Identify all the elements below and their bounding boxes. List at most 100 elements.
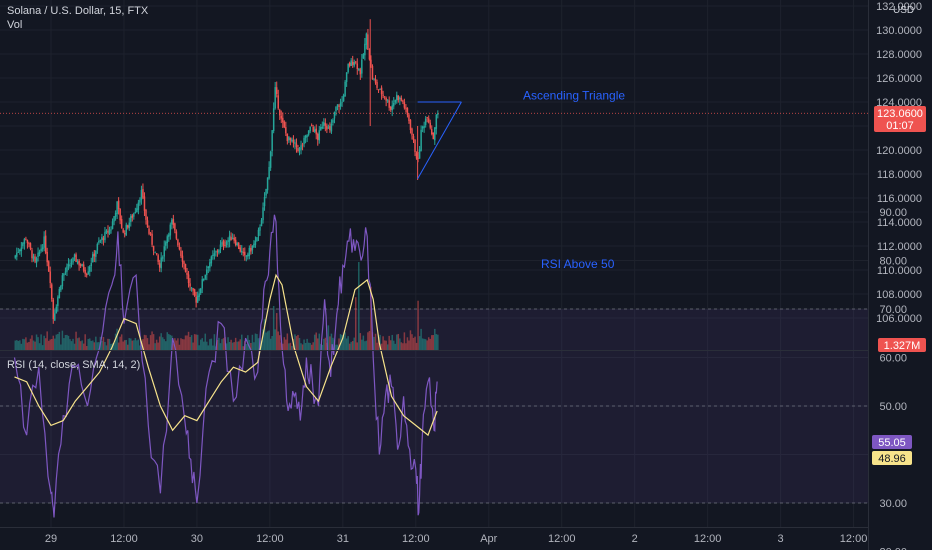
candle-body [365,33,368,45]
volume-bar [212,345,214,350]
candle-body [201,279,203,289]
candle-body [257,229,260,237]
ascending-triangle-drawing[interactable] [417,101,462,180]
volume-bar [288,343,290,350]
candle-body [99,240,102,242]
candle-body [382,94,384,96]
volume-bar [332,337,334,350]
volume-bar [327,325,330,350]
volume-bar [317,338,319,350]
ascending-triangle-label[interactable]: Ascending Triangle [523,89,625,103]
candle-body [351,61,354,65]
volume-bar [268,330,270,350]
candle-body [228,235,231,242]
volume-bar [113,343,115,350]
candle-body [16,252,18,257]
volume-bar [89,338,91,350]
volume-bar [359,333,362,350]
candle-body [275,87,278,94]
volume-bar [95,336,97,350]
rsi-ma-badge-value: 48.96 [878,453,906,465]
volume-bar [73,343,76,350]
price-tick-label: 112.0000 [877,241,922,253]
symbol-legend[interactable]: Solana / U.S. Dollar, 15, FTX [7,5,149,17]
volume-bar [155,339,158,350]
candle-body [301,144,304,146]
volume-bar [218,337,220,350]
rsi-above-50-label[interactable]: RSI Above 50 [541,257,615,271]
candle-body [294,142,296,144]
candle-body [376,82,378,88]
volume-bar [31,335,33,350]
volume-bar [137,339,140,350]
candle-body [125,224,127,236]
candle-body [172,218,175,225]
volume-bar [70,341,73,350]
candle-body [209,262,211,268]
volume-bar [257,338,260,350]
candle-body [143,196,146,211]
candle-body [227,240,229,243]
volume-bar [160,333,162,350]
volume-bar [315,332,317,350]
candle-body [361,59,363,74]
candle-body [239,247,241,252]
candle-body [437,113,439,115]
candle-body [423,125,425,128]
volume-bar [19,340,21,350]
volume-bar [318,333,321,350]
volume-bar [307,342,310,350]
candle-body [271,130,273,151]
candle-body [117,200,120,209]
volume-bar [374,333,377,350]
volume-bar [380,343,383,350]
candle-body [204,274,207,279]
price-tick-label: 106.0000 [876,313,922,325]
volume-bar [231,342,234,350]
time-axis[interactable]: 29 12:00 30 12:00 31 12:00 Apr 12:00 2 12:00 3 12:0… [45,533,867,545]
candle-body [41,247,44,250]
volume-legend[interactable]: Vol [7,19,23,31]
volume-bar [130,338,132,350]
volume-bar [397,333,400,350]
currency-label[interactable]: USD [893,5,915,16]
candle-body [186,272,188,275]
volume-bar [350,341,352,350]
candle-body [389,106,392,110]
volume-bar [426,340,428,350]
candle-body [40,248,42,252]
candle-body [359,69,362,75]
time-tick-label: 2 [632,533,638,545]
rsi-legend[interactable]: RSI (14, close, SMA, 14, 2) [7,359,141,371]
candle-body [184,264,187,272]
time-tick-label: 29 [45,533,57,545]
volume-bar [49,339,51,350]
volume-bar [406,337,409,350]
volume-bar [358,262,360,350]
volume-bar [193,334,196,350]
volume-bar [427,337,430,350]
candle-body [253,243,255,248]
volume-bar [330,333,333,350]
price-axis[interactable]: 106.0000 108.0000 110.0000 112.0000 114.0000… [876,1,922,325]
candle-body [25,238,27,240]
candle-body [55,306,58,314]
candle-body [388,100,390,108]
volume-bar [370,286,372,350]
volume-bar [233,342,235,350]
candle-body [391,105,393,111]
candle-body [341,101,343,103]
volume-bar [93,342,96,350]
volume-bar [248,339,251,350]
volume-bar [28,341,30,350]
volume-bar [237,341,240,350]
time-tick-label: 12:00 [548,533,576,545]
volume-bar [345,338,348,350]
candle-body [169,224,172,236]
candle-body [345,72,348,82]
price-tick-label: 120.0000 [876,145,922,157]
candle-body [89,266,91,272]
candle-body [317,133,319,140]
